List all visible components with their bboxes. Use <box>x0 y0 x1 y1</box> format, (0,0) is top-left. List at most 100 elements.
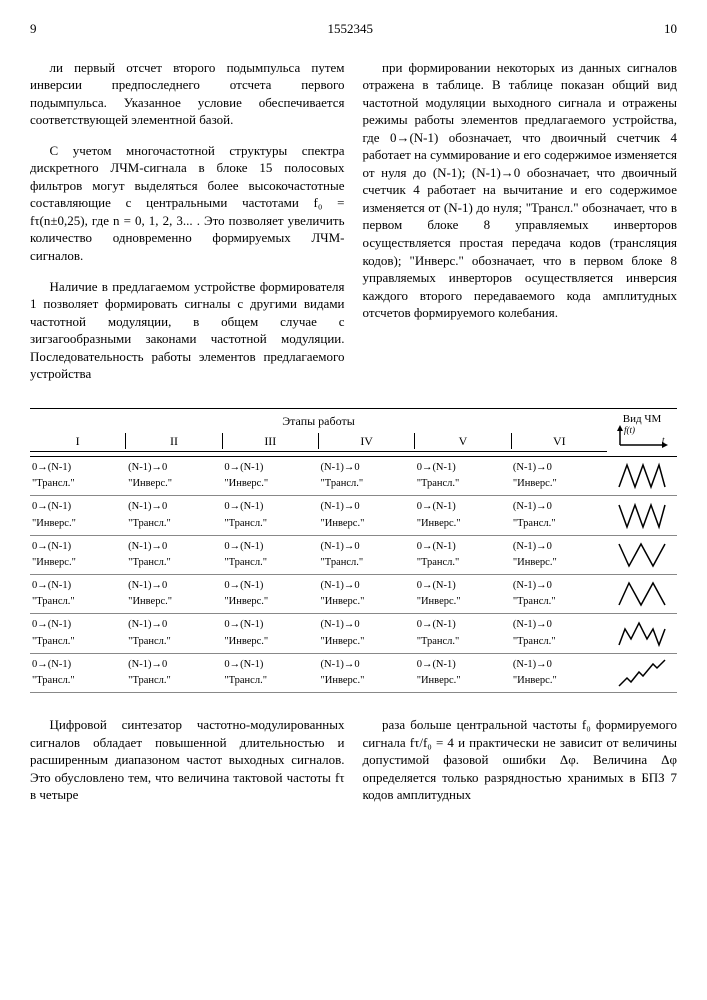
wave-cell <box>607 460 677 492</box>
mode-cell: "Инверс." <box>30 556 126 570</box>
seq-cell: 0→(N-1) <box>222 579 318 593</box>
right-column: при формировании некоторых из данных сиг… <box>363 46 678 396</box>
bottom-right: раза больше центральной частоты f₀ форми… <box>363 703 678 817</box>
seq-cell: 0→(N-1) <box>222 540 318 554</box>
mode-cell: "Трансл." <box>222 517 318 531</box>
seq-cell: (N-1)→0 <box>511 579 607 593</box>
seq-cell: (N-1)→0 <box>319 579 415 593</box>
mode-cell: "Трансл." <box>30 595 126 609</box>
seq-cell: (N-1)→0 <box>319 658 415 672</box>
seq-cell: (N-1)→0 <box>126 540 222 554</box>
para: Наличие в предлагаемом устройстве формир… <box>30 278 345 383</box>
mode-cell: "Инверс." <box>319 595 415 609</box>
mode-cell: "Трансл." <box>222 674 318 688</box>
seq-cell: (N-1)→0 <box>319 618 415 632</box>
seq-cell: 0→(N-1) <box>415 461 511 475</box>
table-row: 0→(N-1)(N-1)→00→(N-1)(N-1)→00→(N-1)(N-1)… <box>30 575 677 614</box>
mode-cell: "Инверс." <box>319 517 415 531</box>
stage-col-header: IV <box>319 433 415 449</box>
bottom-left: Цифровой синтезатор частотно-модулирован… <box>30 703 345 817</box>
seq-cell: (N-1)→0 <box>126 618 222 632</box>
table-row: 0→(N-1)(N-1)→00→(N-1)(N-1)→00→(N-1)(N-1)… <box>30 496 677 535</box>
wave-cell <box>607 499 677 531</box>
wave-icon <box>617 461 667 491</box>
mode-cell: "Трансл." <box>319 556 415 570</box>
seq-cell: 0→(N-1) <box>415 500 511 514</box>
mode-cell: "Инверс." <box>415 674 511 688</box>
mode-cell: "Инверс." <box>126 477 222 491</box>
wave-icon <box>617 619 667 649</box>
axis-icon: f(t) t <box>612 425 672 449</box>
wave-header: Вид ЧМ f(t) t <box>607 413 677 452</box>
doc-number: 1552345 <box>328 20 374 38</box>
table-body: 0→(N-1)(N-1)→00→(N-1)(N-1)→00→(N-1)(N-1)… <box>30 457 677 693</box>
seq-cell: 0→(N-1) <box>222 461 318 475</box>
mode-cell: "Инверс." <box>319 635 415 649</box>
mode-cell: "Трансл." <box>415 635 511 649</box>
seq-cell: (N-1)→0 <box>511 461 607 475</box>
stage-columns: IIIIIIIVVVI <box>30 431 607 452</box>
axis-f: f(t) <box>624 425 635 435</box>
para: С учетом многочастотной структуры спектр… <box>30 142 345 265</box>
seq-cell: (N-1)→0 <box>319 500 415 514</box>
mode-cell: "Инверс." <box>511 556 607 570</box>
table-row: 0→(N-1)(N-1)→00→(N-1)(N-1)→00→(N-1)(N-1)… <box>30 654 677 693</box>
stage-col-header: VI <box>512 433 607 449</box>
table-row: 0→(N-1)(N-1)→00→(N-1)(N-1)→00→(N-1)(N-1)… <box>30 457 677 496</box>
wave-cell <box>607 617 677 649</box>
mode-cell: "Трансл." <box>415 556 511 570</box>
seq-cell: (N-1)→0 <box>511 618 607 632</box>
wave-cell <box>607 539 677 571</box>
mode-cell: "Трансл." <box>126 674 222 688</box>
para: ли первый отсчет второго подымпульса пут… <box>30 59 345 129</box>
wave-icon <box>617 540 667 570</box>
para: Цифровой синтезатор частотно-модулирован… <box>30 716 345 804</box>
seq-cell: 0→(N-1) <box>30 658 126 672</box>
mode-cell: "Инверс." <box>511 477 607 491</box>
wave-icon <box>617 501 667 531</box>
stage-col-header: III <box>223 433 319 449</box>
left-column: ли первый отсчет второго подымпульса пут… <box>30 46 345 396</box>
mode-cell: "Инверс." <box>319 674 415 688</box>
mode-cell: "Трансл." <box>319 477 415 491</box>
mode-cell: "Трансл." <box>126 556 222 570</box>
seq-cell: 0→(N-1) <box>415 579 511 593</box>
table-row: 0→(N-1)(N-1)→00→(N-1)(N-1)→00→(N-1)(N-1)… <box>30 536 677 575</box>
mode-cell: "Трансл." <box>511 635 607 649</box>
seq-cell: 0→(N-1) <box>222 658 318 672</box>
mode-cell: "Трансл." <box>511 595 607 609</box>
seq-cell: (N-1)→0 <box>511 540 607 554</box>
seq-cell: 0→(N-1) <box>30 579 126 593</box>
mode-cell: "Трансл." <box>415 477 511 491</box>
mode-cell: "Трансл." <box>222 556 318 570</box>
mode-cell: "Трансл." <box>126 635 222 649</box>
mode-cell: "Трансл." <box>30 674 126 688</box>
seq-cell: 0→(N-1) <box>415 618 511 632</box>
seq-cell: (N-1)→0 <box>511 658 607 672</box>
mode-cell: "Инверс." <box>222 635 318 649</box>
stage-col-header: II <box>126 433 222 449</box>
seq-cell: (N-1)→0 <box>126 461 222 475</box>
seq-cell: (N-1)→0 <box>126 500 222 514</box>
mode-cell: "Трансл." <box>30 635 126 649</box>
seq-cell: 0→(N-1) <box>30 500 126 514</box>
mode-cell: "Инверс." <box>222 477 318 491</box>
mode-cell: "Инверс." <box>511 674 607 688</box>
seq-cell: 0→(N-1) <box>30 618 126 632</box>
seq-cell: 0→(N-1) <box>30 540 126 554</box>
table-header: Этапы работы IIIIIIIVVVI Вид ЧМ f(t) t <box>30 408 677 457</box>
wave-cell <box>607 578 677 610</box>
stage-col-header: I <box>30 433 126 449</box>
mode-cell: "Трансл." <box>511 517 607 531</box>
text-columns: ли первый отсчет второго подымпульса пут… <box>30 46 677 396</box>
seq-cell: 0→(N-1) <box>415 540 511 554</box>
header: 9 1552345 10 <box>30 20 677 38</box>
seq-cell: (N-1)→0 <box>126 658 222 672</box>
mode-cell: "Трансл." <box>126 517 222 531</box>
mode-cell: "Трансл." <box>30 477 126 491</box>
seq-cell: 0→(N-1) <box>222 500 318 514</box>
mode-cell: "Инверс." <box>415 595 511 609</box>
page-left: 9 <box>30 20 37 38</box>
seq-cell: (N-1)→0 <box>319 461 415 475</box>
bottom-columns: Цифровой синтезатор частотно-модулирован… <box>30 703 677 817</box>
